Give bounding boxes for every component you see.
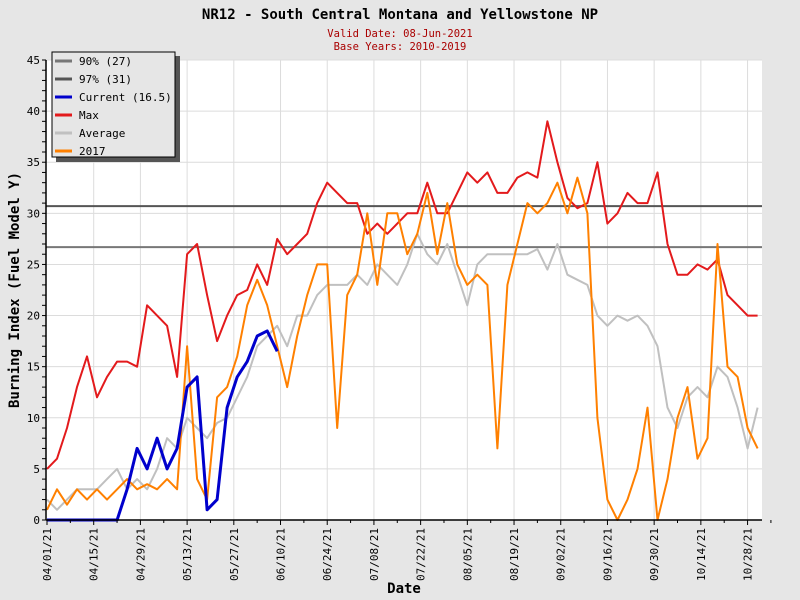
y-tick-label: 20	[27, 310, 40, 323]
legend: 90% (27) 97% (31) Current (16.5) Max Average…	[51, 51, 180, 162]
x-tick-label: 05/27/21	[228, 528, 241, 581]
x-tick-label: 07/08/21	[368, 528, 381, 581]
legend-box	[51, 51, 176, 158]
x-axis-label: Date	[387, 581, 421, 597]
x-tick-label: 06/10/21	[275, 528, 288, 581]
series-lines	[46, 120, 759, 522]
x-tick-label: 08/19/21	[508, 528, 521, 581]
axes: 0 5 10 15 20 25 30 35 40 45 04/01/21 04/15/21 04/29/…	[27, 54, 772, 581]
legend-label: 2017	[79, 145, 106, 158]
series-line-average	[46, 232, 759, 511]
y-tick-label: 25	[27, 258, 40, 271]
y-tick-label: 35	[27, 156, 40, 169]
x-tick-label: 09/16/21	[601, 528, 614, 581]
chart-subtitle-valid-date: Valid Date: 08-Jun-2021	[327, 28, 472, 40]
x-tick-label: 08/05/21	[461, 528, 474, 581]
x-tick-label: 10/14/21	[695, 528, 708, 581]
y-tick-label: 5	[33, 463, 40, 476]
x-tick-label: 09/02/21	[555, 528, 568, 581]
x-tick-label: 10/28/21	[742, 528, 755, 581]
x-tick-label: 04/29/21	[134, 528, 147, 581]
y-tick-label: 30	[27, 207, 40, 220]
grid-lines	[46, 59, 762, 521]
x-tick-label: 05/13/21	[181, 528, 194, 581]
legend-label: 97% (31)	[79, 73, 132, 86]
chart-subtitle-base-years: Base Years: 2010-2019	[334, 41, 467, 53]
y-tick-label: 10	[27, 412, 40, 425]
y-tick-label: 15	[27, 361, 40, 374]
y-axis-label: Burning Index (Fuel Model Y)	[7, 172, 23, 408]
legend-label: Average	[79, 127, 125, 140]
legend-label: 90% (27)	[79, 55, 132, 68]
y-tick-label: 40	[27, 105, 40, 118]
series-line-2017	[46, 176, 759, 521]
x-tick-label: 04/01/21	[41, 528, 54, 581]
series-line-max	[46, 120, 758, 470]
legend-label: Current (16.5)	[79, 91, 172, 104]
x-tick-label: 06/24/21	[321, 528, 334, 581]
x-tick-label: 09/30/21	[648, 528, 661, 581]
chart-title: NR12 - South Central Montana and Yellows…	[202, 7, 598, 23]
x-tick-label: 04/15/21	[88, 528, 101, 581]
legend-label: Max	[79, 109, 99, 122]
y-tick-label: 45	[27, 54, 40, 67]
x-tick-label: 07/22/21	[415, 528, 428, 581]
y-tick-label: 0	[33, 514, 40, 527]
threshold-lines	[46, 205, 762, 249]
